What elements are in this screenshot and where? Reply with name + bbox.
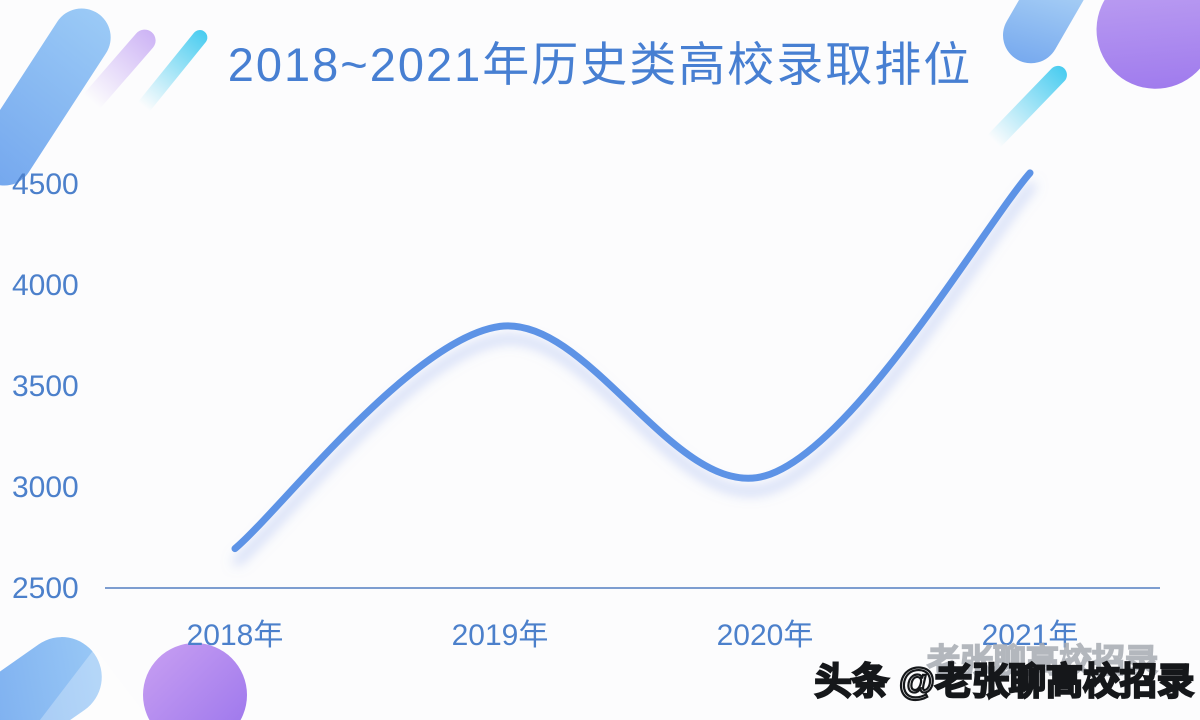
bottom-left-fold-decoration <box>40 648 150 720</box>
y-axis-tick-label: 3000 <box>12 471 79 504</box>
chart-title: 2018~2021年历史类高校录取排位 <box>227 38 973 91</box>
y-axis-tick-label: 2500 <box>12 572 79 605</box>
x-axis-tick-label: 2018年 <box>186 619 284 652</box>
x-axis-tick-label: 2019年 <box>451 619 549 652</box>
y-axis-tick-label: 3500 <box>12 370 79 403</box>
x-axis-tick-label: 2021年 <box>981 619 1079 652</box>
x-axis-tick-label: 2020年 <box>716 619 814 652</box>
y-axis-tick-label: 4500 <box>12 168 79 201</box>
bottom-left-blue-bar-decoration <box>0 621 118 720</box>
watermark-ghost: 老张聊高校招录 <box>926 641 1159 680</box>
y-axis-tick-label: 4000 <box>12 269 79 302</box>
bottom-left-purple-circle-decoration <box>143 643 247 720</box>
data-line <box>231 169 1034 553</box>
watermark: 头条 @老张聊高校招录 <box>814 660 1196 703</box>
